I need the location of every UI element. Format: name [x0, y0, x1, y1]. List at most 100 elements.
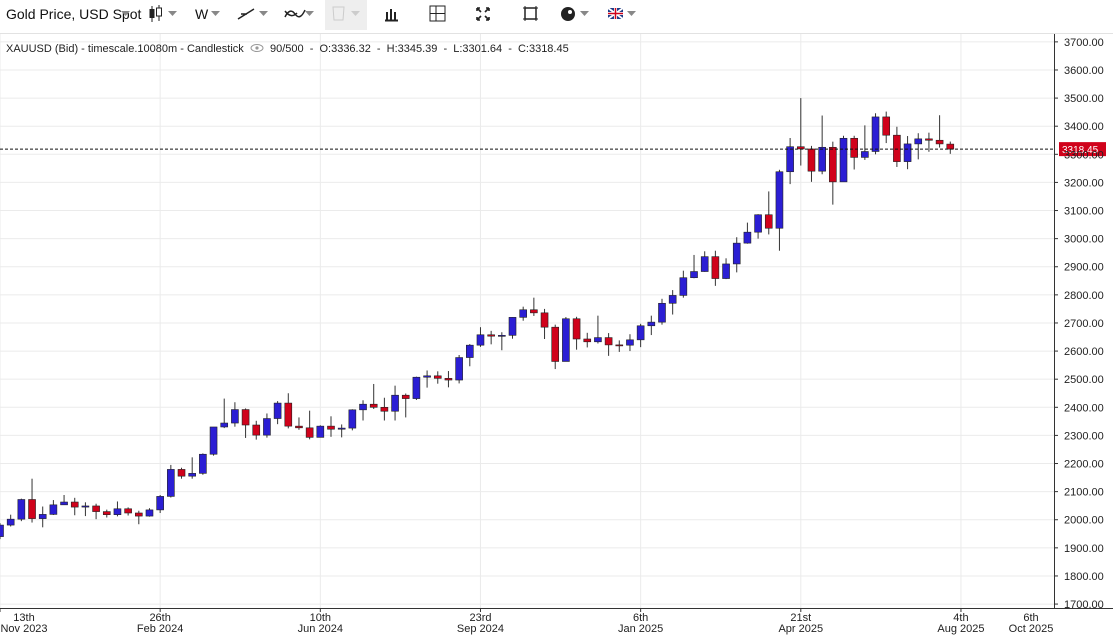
icon — [385, 9, 398, 22]
candle-body — [658, 302, 666, 323]
candle-body — [444, 378, 453, 381]
candle-body — [49, 504, 58, 515]
y-tick-label: 2400.00 — [1064, 402, 1104, 414]
candle-body — [359, 403, 367, 411]
interval-select[interactable]: W — [195, 6, 220, 22]
icon — [561, 7, 575, 21]
fullscreen-button[interactable] — [476, 7, 490, 21]
flag — [608, 8, 623, 19]
candle-body — [818, 146, 826, 172]
toolbar — [0, 0, 1113, 33]
candle-body — [124, 508, 132, 514]
x-tick-label: Apr 2025 — [778, 623, 823, 635]
candle-count: 90/500 — [270, 43, 304, 55]
chart-header: XAUUSD (Bid) - timescale.10080m - Candle… — [6, 43, 244, 55]
visibility-icon[interactable] — [250, 44, 264, 52]
volume-button[interactable] — [385, 9, 398, 22]
candle-body — [903, 143, 912, 162]
candle-body — [316, 425, 325, 438]
separator: - — [377, 43, 381, 55]
candle-body — [732, 242, 741, 265]
candle-body — [455, 357, 463, 381]
candle-body — [231, 409, 239, 424]
y-tick-label: 3500.00 — [1064, 93, 1104, 105]
x-tick-label: 26th — [149, 612, 170, 624]
high-label: H: — [387, 43, 398, 55]
icon — [332, 6, 345, 21]
candle-body — [241, 409, 250, 426]
y-tick-label: 1800.00 — [1064, 571, 1104, 583]
candle-body — [466, 344, 474, 358]
candle-body — [487, 334, 495, 337]
symbol-name[interactable]: Gold Price, USD Spot — [6, 6, 141, 22]
y-tick-label: 3300.00 — [1064, 149, 1104, 161]
x-tick-label: 10th — [310, 612, 331, 624]
candle-body — [722, 263, 730, 279]
candle-body — [551, 326, 560, 362]
candle-body — [604, 337, 613, 346]
delete-button[interactable] — [325, 0, 367, 30]
x-tick-label: 23rd — [469, 612, 491, 624]
candle-body — [113, 508, 122, 515]
candle-body — [391, 394, 399, 412]
open-value: 3336.32 — [331, 43, 371, 55]
symbol-select[interactable]: Gold Price, USD Spot — [6, 6, 141, 22]
x-tick-label: Nov 2023 — [0, 623, 47, 635]
candle-body — [679, 277, 688, 296]
y-tick-label: 2000.00 — [1064, 515, 1104, 527]
candle-body — [423, 375, 431, 378]
candle-body — [754, 214, 762, 233]
candle-body — [337, 427, 346, 430]
y-tick-label: 2100.00 — [1064, 487, 1104, 499]
theme-button[interactable] — [561, 7, 589, 21]
indicator-button[interactable] — [284, 9, 314, 18]
candle-body — [60, 501, 68, 506]
ohlc-header: 90/500 - O:3336.32 - H:3345.39 - L:3301.… — [270, 43, 569, 55]
candle-body — [199, 453, 207, 474]
candle-body — [935, 139, 944, 145]
icon — [430, 6, 445, 21]
icon — [156, 7, 162, 17]
y-tick-label: 2800.00 — [1064, 290, 1104, 302]
chart-type-button[interactable] — [149, 5, 178, 22]
candle-body — [476, 334, 485, 346]
language-button[interactable] — [607, 7, 636, 20]
y-tick-label: 1900.00 — [1064, 543, 1104, 555]
y-tick-label: 2500.00 — [1064, 374, 1104, 386]
candle-body — [70, 501, 79, 508]
fit-button[interactable] — [523, 6, 538, 21]
candle-body — [295, 425, 303, 429]
icon — [568, 10, 572, 14]
draw-line-button[interactable] — [237, 8, 268, 20]
candle-body — [177, 469, 186, 477]
y-tick-label: 3700.00 — [1064, 37, 1104, 49]
interval[interactable]: W — [195, 6, 209, 22]
candle-body — [28, 499, 36, 519]
crosshair-button[interactable] — [429, 5, 446, 22]
x-tick-label: Jan 2025 — [618, 623, 663, 635]
candle-body — [519, 309, 527, 318]
icon — [237, 8, 255, 20]
separator: - — [310, 43, 314, 55]
button-bg — [325, 0, 367, 30]
candle-body — [807, 148, 816, 172]
instrument: XAUUSD (Bid) - timescale.10080m - Candle… — [6, 43, 244, 55]
candle-body — [188, 473, 196, 477]
candle-body — [369, 403, 378, 408]
separator: - — [508, 43, 512, 55]
candle-body — [893, 134, 901, 162]
candle-body — [102, 511, 111, 515]
candle-body — [380, 406, 389, 412]
x-tick-label: Feb 2024 — [137, 623, 183, 635]
candle-body — [0, 524, 4, 537]
candle-body — [615, 344, 624, 347]
y-tick-label: 2600.00 — [1064, 346, 1104, 358]
candle-body — [647, 321, 656, 327]
separator: - — [443, 43, 447, 55]
y-tick-label: 2900.00 — [1064, 262, 1104, 274]
candle-body — [530, 309, 538, 314]
candle-body — [305, 427, 314, 438]
candle-body — [743, 231, 752, 244]
grid — [0, 34, 1058, 612]
candle-body — [882, 116, 891, 136]
